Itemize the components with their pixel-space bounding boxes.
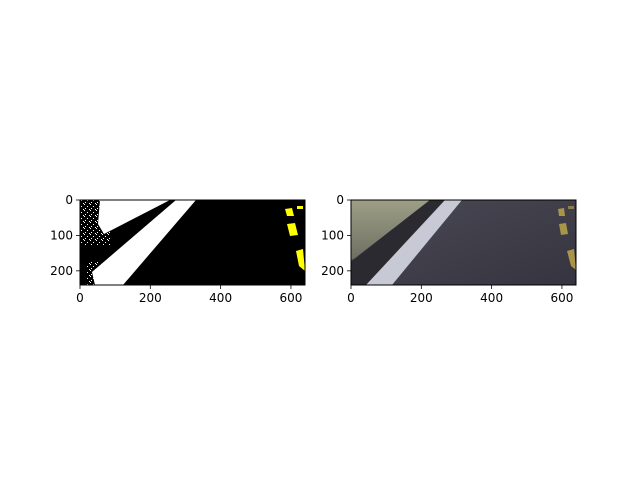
axes-frame	[350, 199, 577, 286]
x-tick-label: 200	[410, 291, 433, 305]
dark-curb	[351, 200, 445, 285]
yellow-dash	[297, 206, 303, 209]
x-tick-label: 600	[279, 291, 302, 305]
x-tick-label: 0	[347, 291, 355, 305]
x-tick-label: 200	[139, 291, 162, 305]
x-tick-label: 400	[480, 291, 503, 305]
yellow-dash	[559, 223, 568, 235]
white-lane-upper	[98, 200, 170, 234]
x-tick-label: 400	[209, 291, 232, 305]
yellow-dash	[285, 208, 294, 216]
white-lane-lower	[92, 200, 196, 285]
wall	[351, 200, 430, 260]
x-tick-label: 0	[76, 291, 84, 305]
y-tick-label: 100	[50, 228, 73, 242]
white-lane	[366, 200, 462, 285]
axes-frame	[79, 199, 306, 286]
y-tick-label: 200	[321, 264, 344, 278]
yellow-dash	[567, 249, 576, 270]
x-tick-label: 600	[550, 291, 573, 305]
y-tick-label: 100	[321, 228, 344, 242]
y-tick-label: 200	[50, 264, 73, 278]
yellow-dash	[558, 208, 565, 216]
yellow-dash	[287, 223, 298, 236]
y-tick-label: 0	[336, 193, 344, 207]
yellow-dash	[568, 206, 574, 209]
yellow-dash	[296, 249, 305, 271]
y-tick-label: 0	[65, 193, 73, 207]
